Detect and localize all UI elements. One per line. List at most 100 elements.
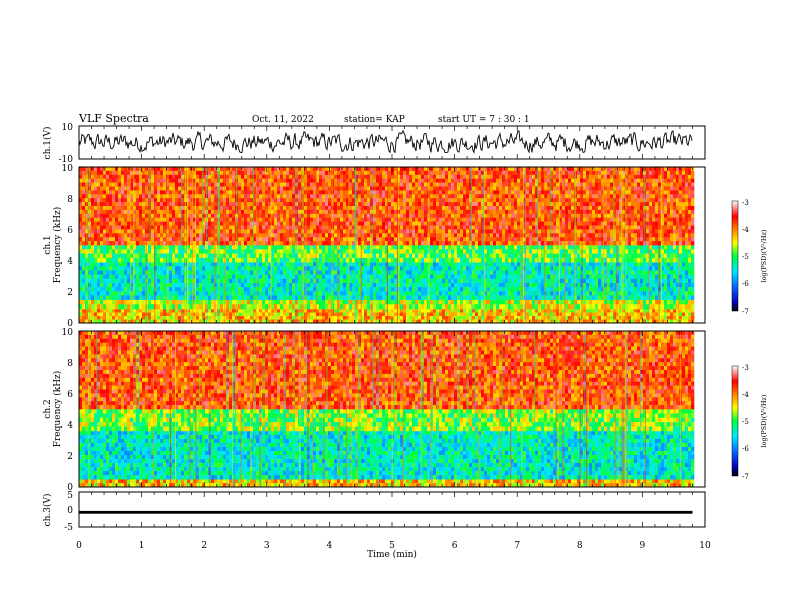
spectrogram-cell	[271, 245, 275, 250]
spectrogram-cell	[289, 319, 293, 324]
spectrogram-cell	[400, 257, 404, 263]
spectrogram-cell	[646, 174, 650, 179]
spectrogram-cell	[271, 257, 275, 263]
spectrogram-cell	[463, 316, 467, 320]
spectrogram-cell	[322, 309, 326, 313]
spectrogram-cell	[310, 178, 314, 183]
spectrogram-cell	[301, 245, 305, 250]
spectrogram-cell	[178, 257, 182, 263]
spectrogram-cell	[586, 291, 590, 296]
spectrogram-cell	[535, 249, 539, 254]
spectrogram-cell	[511, 249, 515, 254]
spectrogram-cell	[139, 319, 143, 324]
spectrogram-cell	[220, 278, 224, 284]
spectrogram-cell	[442, 295, 446, 300]
spectrogram-cell	[589, 167, 593, 172]
spectrogram-cell	[238, 245, 242, 250]
spectrogram-cell	[274, 309, 278, 313]
spectrogram-cell	[616, 253, 620, 259]
spectrogram-cell	[280, 266, 284, 271]
spectrogram-cell	[139, 249, 143, 254]
spectrogram-cell	[661, 245, 665, 250]
spectrogram-cell	[388, 312, 392, 317]
spectrogram-cell	[463, 278, 467, 284]
spectrogram-cell	[211, 245, 215, 250]
spectrogram-cell	[424, 304, 428, 310]
spectrogram-cell	[676, 312, 680, 317]
spectrogram-cell	[133, 174, 137, 179]
spectrogram-cell	[478, 245, 482, 250]
spectrogram-cell	[442, 270, 446, 275]
spectrogram-cell	[346, 309, 350, 313]
spectrogram-cell	[550, 170, 554, 176]
spectrogram-cell	[679, 274, 683, 280]
spectrogram-cell	[382, 270, 386, 275]
spectrogram-cell	[82, 316, 86, 320]
spectrogram-cell	[175, 257, 179, 263]
spectrogram-cell	[670, 316, 674, 320]
spectrogram-cell	[211, 287, 215, 292]
spectrogram-cell	[490, 316, 494, 320]
spectrogram-cell	[361, 278, 365, 284]
spectrogram-cell	[487, 319, 491, 324]
spectrogram-cell	[583, 245, 587, 250]
spectrogram-cell	[208, 309, 212, 313]
spectrogram-cell	[160, 304, 164, 310]
spectrogram-cell	[532, 309, 536, 313]
spectrogram-cell	[679, 257, 683, 263]
spectrogram-cell	[277, 253, 281, 259]
spectrogram-cell	[349, 312, 353, 317]
spectrogram-cell	[475, 167, 479, 172]
spectrogram-cell	[136, 304, 140, 310]
spectrogram-cell	[610, 167, 614, 172]
spectrogram-cell	[241, 274, 245, 280]
spectrogram-cell	[202, 316, 206, 320]
spectrogram-cell	[340, 266, 344, 271]
spectrogram-cell	[157, 178, 161, 183]
spectrogram-cell	[319, 316, 323, 320]
spectrogram-cell	[247, 245, 251, 250]
spectrogram-cell	[157, 170, 161, 176]
spectrogram-cell	[676, 316, 680, 320]
spectrogram-cell	[625, 270, 629, 275]
spectrogram-cell	[289, 291, 293, 296]
spectrogram-cell	[364, 316, 368, 320]
spectrogram-cell	[487, 312, 491, 317]
spectrogram-cell	[214, 295, 218, 300]
spectrogram-cell	[193, 278, 197, 284]
spectrogram-cell	[433, 278, 437, 284]
spectrogram-cell	[289, 312, 293, 317]
spectrogram-cell	[673, 253, 677, 259]
spectrogram-cell	[349, 316, 353, 320]
spectrogram-cell	[520, 266, 524, 271]
spectrogram-cell	[295, 278, 299, 284]
spectrogram-cell	[178, 167, 182, 172]
spectrogram-cell	[337, 304, 341, 310]
spectrogram-cell	[439, 274, 443, 280]
spectrogram-cell	[430, 287, 434, 292]
spectrogram-cell	[364, 253, 368, 259]
spectrogram-cell	[301, 182, 305, 187]
spectrogram-cell	[313, 278, 317, 284]
spectrogram-cell	[496, 274, 500, 280]
spectrogram-cell	[220, 291, 224, 296]
spectrogram-cell	[385, 245, 389, 250]
spectrogram-cell	[373, 291, 377, 296]
spectrogram-cell	[343, 270, 347, 275]
spectrogram-cell	[142, 287, 146, 292]
spectrogram-cell	[499, 304, 503, 310]
spectrogram-cell	[97, 309, 101, 313]
spectrogram-cell	[82, 304, 86, 310]
spectrogram-cell	[532, 170, 536, 176]
spectrogram-cell	[364, 170, 368, 176]
spectrogram-cell	[283, 174, 287, 179]
spectrogram-cell	[496, 270, 500, 275]
spectrogram-cell	[472, 262, 476, 267]
spectrogram-cell	[421, 270, 425, 275]
spectrogram-cell	[355, 316, 359, 320]
spectrogram-cell	[652, 274, 656, 280]
spectrogram-cell	[313, 291, 317, 296]
spectrogram-cell	[91, 167, 95, 172]
spectrogram-cell	[160, 253, 164, 259]
spectrogram-cell	[508, 266, 512, 271]
